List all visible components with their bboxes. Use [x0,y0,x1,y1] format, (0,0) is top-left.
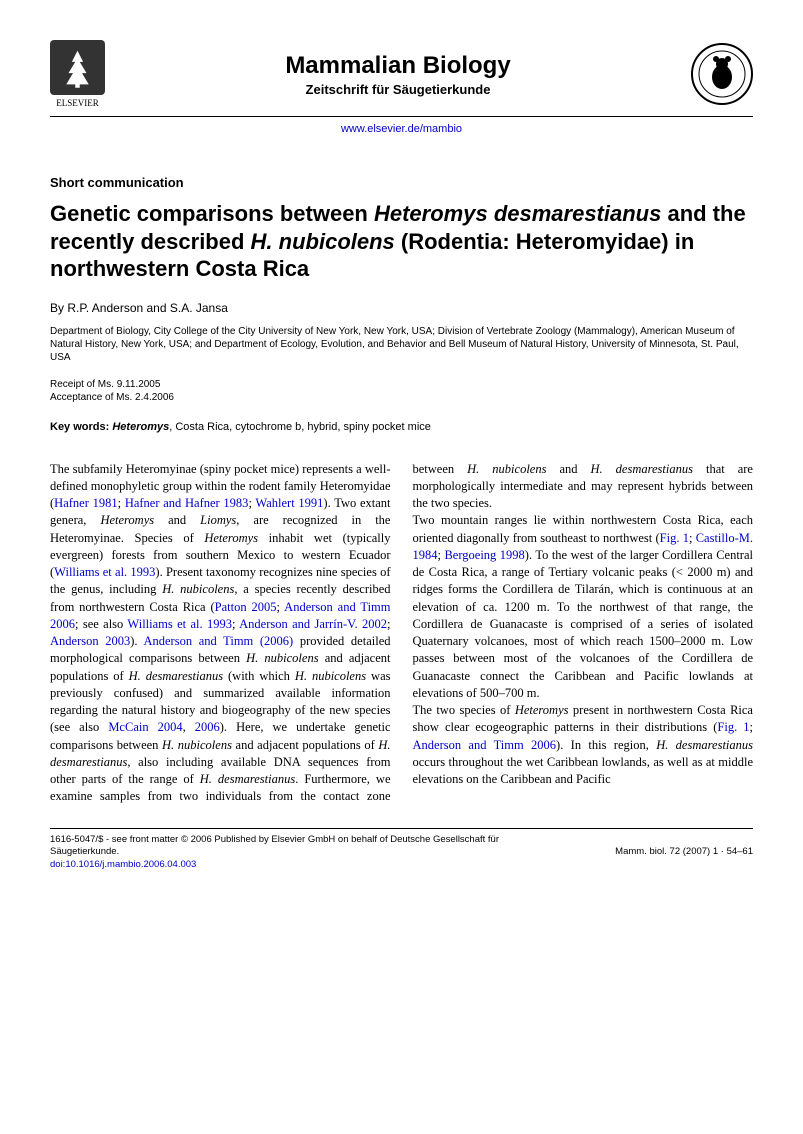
elsevier-tree-icon [50,40,105,95]
fig-link[interactable]: Fig. 1 [660,531,689,545]
article-body: The subfamily Heteromyinae (spiny pocket… [50,461,753,806]
journal-subtitle: Zeitschrift für Säugetierkunde [105,82,691,97]
ref-link[interactable]: Williams et al. 1993 [127,617,232,631]
title-p1: Genetic comparisons between [50,201,374,226]
ref-link[interactable]: Anderson 2003 [50,634,130,648]
journal-link[interactable]: www.elsevier.de/mambio [50,123,753,135]
issn: 1616-5047/$ - see front matter [50,834,181,845]
ref-link[interactable]: Patton 2005 [215,600,277,614]
article-type: Short communication [50,175,753,190]
receipt-date: Receipt of Ms. 9.11.2005 [50,378,753,392]
keywords-rest: , Costa Rica, cytochrome b, hybrid, spin… [169,421,431,433]
manuscript-dates: Receipt of Ms. 9.11.2005 Acceptance of M… [50,378,753,405]
ref-link[interactable]: Hafner and Hafner 1983 [125,496,249,510]
footer-right: Mamm. biol. 72 (2007) 1 · 54–61 [615,834,753,872]
footer-rule [50,828,753,829]
authors: By R.P. Anderson and S.A. Jansa [50,301,753,315]
elsevier-logo: ELSEVIER [50,40,105,108]
ref-link[interactable]: 2006 [195,720,220,734]
footer-left: 1616-5047/$ - see front matter © 2006 Pu… [50,834,570,872]
ref-link[interactable]: Hafner 1981 [54,496,117,510]
citation: Mamm. biol. 72 (2007) 1 · 54–61 [615,846,753,857]
ref-link[interactable]: Anderson and Timm (2006) [143,634,293,648]
keywords-genus: Heteromys [112,421,169,433]
ref-link[interactable]: Anderson and Jarrín-V. 2002 [239,617,387,631]
journal-title: Mammalian Biology [105,52,691,80]
page-footer: 1616-5047/$ - see front matter © 2006 Pu… [50,834,753,872]
acceptance-date: Acceptance of Ms. 2.4.2006 [50,391,753,405]
article-title: Genetic comparisons between Heteromys de… [50,200,753,283]
affiliations: Department of Biology, City College of t… [50,325,753,364]
para-2: Two mountain ranges lie within northwest… [413,512,754,702]
journal-block: Mammalian Biology Zeitschrift für Säuget… [105,52,691,97]
title-i1: Heteromys desmarestianus [374,201,661,226]
header-rule [50,116,753,117]
journal-header: ELSEVIER Mammalian Biology Zeitschrift f… [50,40,753,108]
elsevier-label: ELSEVIER [56,98,99,108]
ref-link[interactable]: McCain 2004 [108,720,182,734]
fig-link[interactable]: Fig. 1 [717,720,749,734]
ref-link[interactable]: Williams et al. 1993 [54,565,155,579]
doi-link[interactable]: doi:10.1016/j.mambio.2006.04.003 [50,859,196,870]
ref-link[interactable]: Wahlert 1991 [255,496,323,510]
para-3: The two species of Heteromys present in … [413,702,754,788]
society-logo [691,43,753,105]
ref-link[interactable]: Bergoeing 1998 [444,548,524,562]
keywords-label: Key words: [50,421,112,433]
title-i2: H. nubicolens [251,229,395,254]
ref-link[interactable]: Anderson and Timm 2006 [413,738,557,752]
keywords: Key words: Heteromys, Costa Rica, cytoch… [50,421,753,433]
